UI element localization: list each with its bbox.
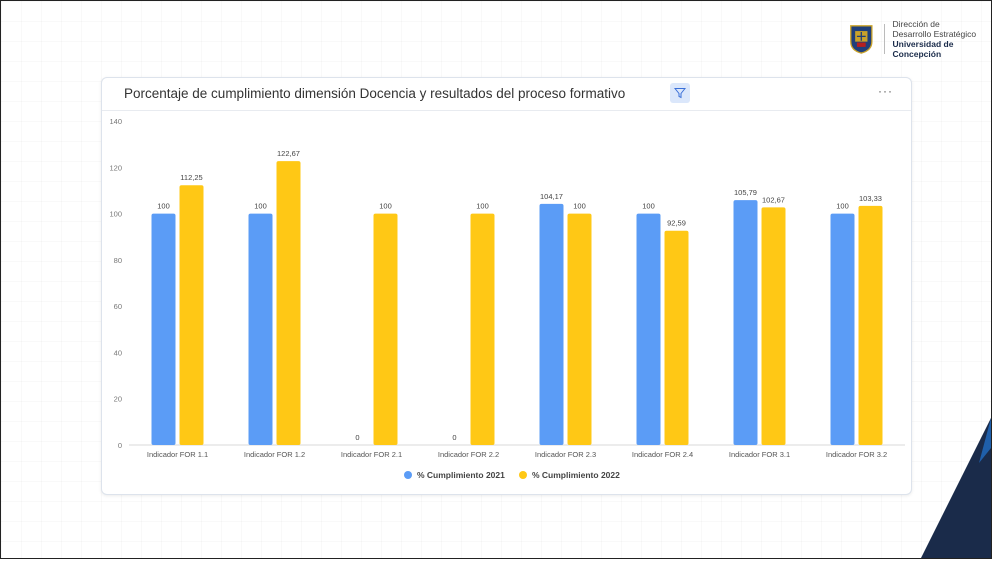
bar-chart: 0 20 40 60 80 100 120 140 100 112,25 Indicador FOR…	[109, 117, 905, 480]
data-label: 102,67	[762, 195, 785, 204]
category-label: Indicador FOR 2.1	[341, 450, 402, 459]
org-line-3: Universidad de Concepción	[892, 39, 954, 59]
bar-2022	[858, 205, 883, 445]
y-tick-label: 100	[109, 210, 122, 219]
bar-2021	[151, 213, 176, 445]
data-label: 104,17	[540, 192, 563, 201]
bar-2021	[636, 213, 661, 445]
bar-2021	[830, 213, 855, 445]
y-tick-label: 120	[109, 163, 122, 172]
category-label: Indicador FOR 1.1	[147, 450, 208, 459]
chart-title: Porcentaje de cumplimiento dimensión Doc…	[124, 86, 626, 101]
legend-swatch	[519, 471, 527, 479]
category-label: Indicador FOR 2.2	[438, 450, 499, 459]
card-header: Porcentaje de cumplimiento dimensión Doc…	[102, 78, 911, 111]
data-label: 92,59	[667, 219, 686, 228]
data-label: 100	[476, 202, 489, 211]
bar-2022	[470, 213, 495, 445]
legend-label: % Cumplimiento 2021	[417, 470, 505, 480]
bar-2022	[373, 213, 398, 445]
y-tick-label: 80	[114, 256, 122, 265]
category-label: Indicador FOR 3.2	[826, 450, 887, 459]
y-tick-label: 60	[114, 302, 122, 311]
bar-2021	[539, 203, 564, 445]
org-line-1: Dirección de	[892, 19, 940, 29]
bar-2022	[567, 213, 592, 445]
y-tick-label: 0	[118, 441, 122, 450]
data-label: 100	[642, 202, 655, 211]
data-label: 100	[254, 202, 267, 211]
y-tick-label: 40	[114, 348, 122, 357]
category-label: Indicador FOR 2.3	[535, 450, 596, 459]
data-label: 0	[452, 433, 456, 442]
chart-card: Porcentaje de cumplimiento dimensión Doc…	[101, 77, 912, 495]
data-label: 112,25	[180, 173, 202, 182]
category-label: Indicador FOR 1.2	[244, 450, 305, 459]
corner-blue-shape	[979, 418, 991, 463]
category-label: Indicador FOR 2.4	[632, 450, 693, 459]
data-label: 105,79	[734, 188, 757, 197]
bar-2022	[761, 207, 786, 445]
university-logo: Dirección de Desarrollo Estratégico Univ…	[849, 19, 991, 59]
legend-label: % Cumplimiento 2022	[532, 470, 620, 480]
data-label: 100	[157, 202, 170, 211]
logo-separator	[883, 24, 885, 54]
corner-decoration	[921, 418, 991, 558]
filter-icon	[674, 88, 686, 99]
university-seal-icon	[850, 25, 873, 54]
filter-button[interactable]	[670, 83, 690, 103]
logo-text: Dirección de Desarrollo Estratégico Univ…	[893, 19, 991, 59]
category-label: Indicador FOR 3.1	[729, 450, 790, 459]
bar-2021	[248, 213, 273, 445]
bar-2021	[733, 200, 758, 445]
y-tick-label: 140	[109, 117, 122, 126]
bar-2022	[179, 185, 204, 445]
legend-swatch	[404, 471, 412, 479]
data-label: 100	[379, 202, 392, 211]
more-options-button[interactable]: ···	[878, 84, 893, 98]
data-label: 0	[355, 433, 359, 442]
data-label: 100	[836, 202, 849, 211]
data-label: 122,67	[277, 149, 300, 158]
bar-2022	[664, 230, 689, 445]
org-line-2: Desarrollo Estratégico	[892, 29, 977, 39]
corner-dark-shape	[921, 418, 991, 558]
data-label: 100	[573, 202, 586, 211]
y-tick-label: 20	[114, 395, 122, 404]
data-label: 103,33	[859, 194, 882, 203]
bar-2022	[276, 161, 301, 445]
